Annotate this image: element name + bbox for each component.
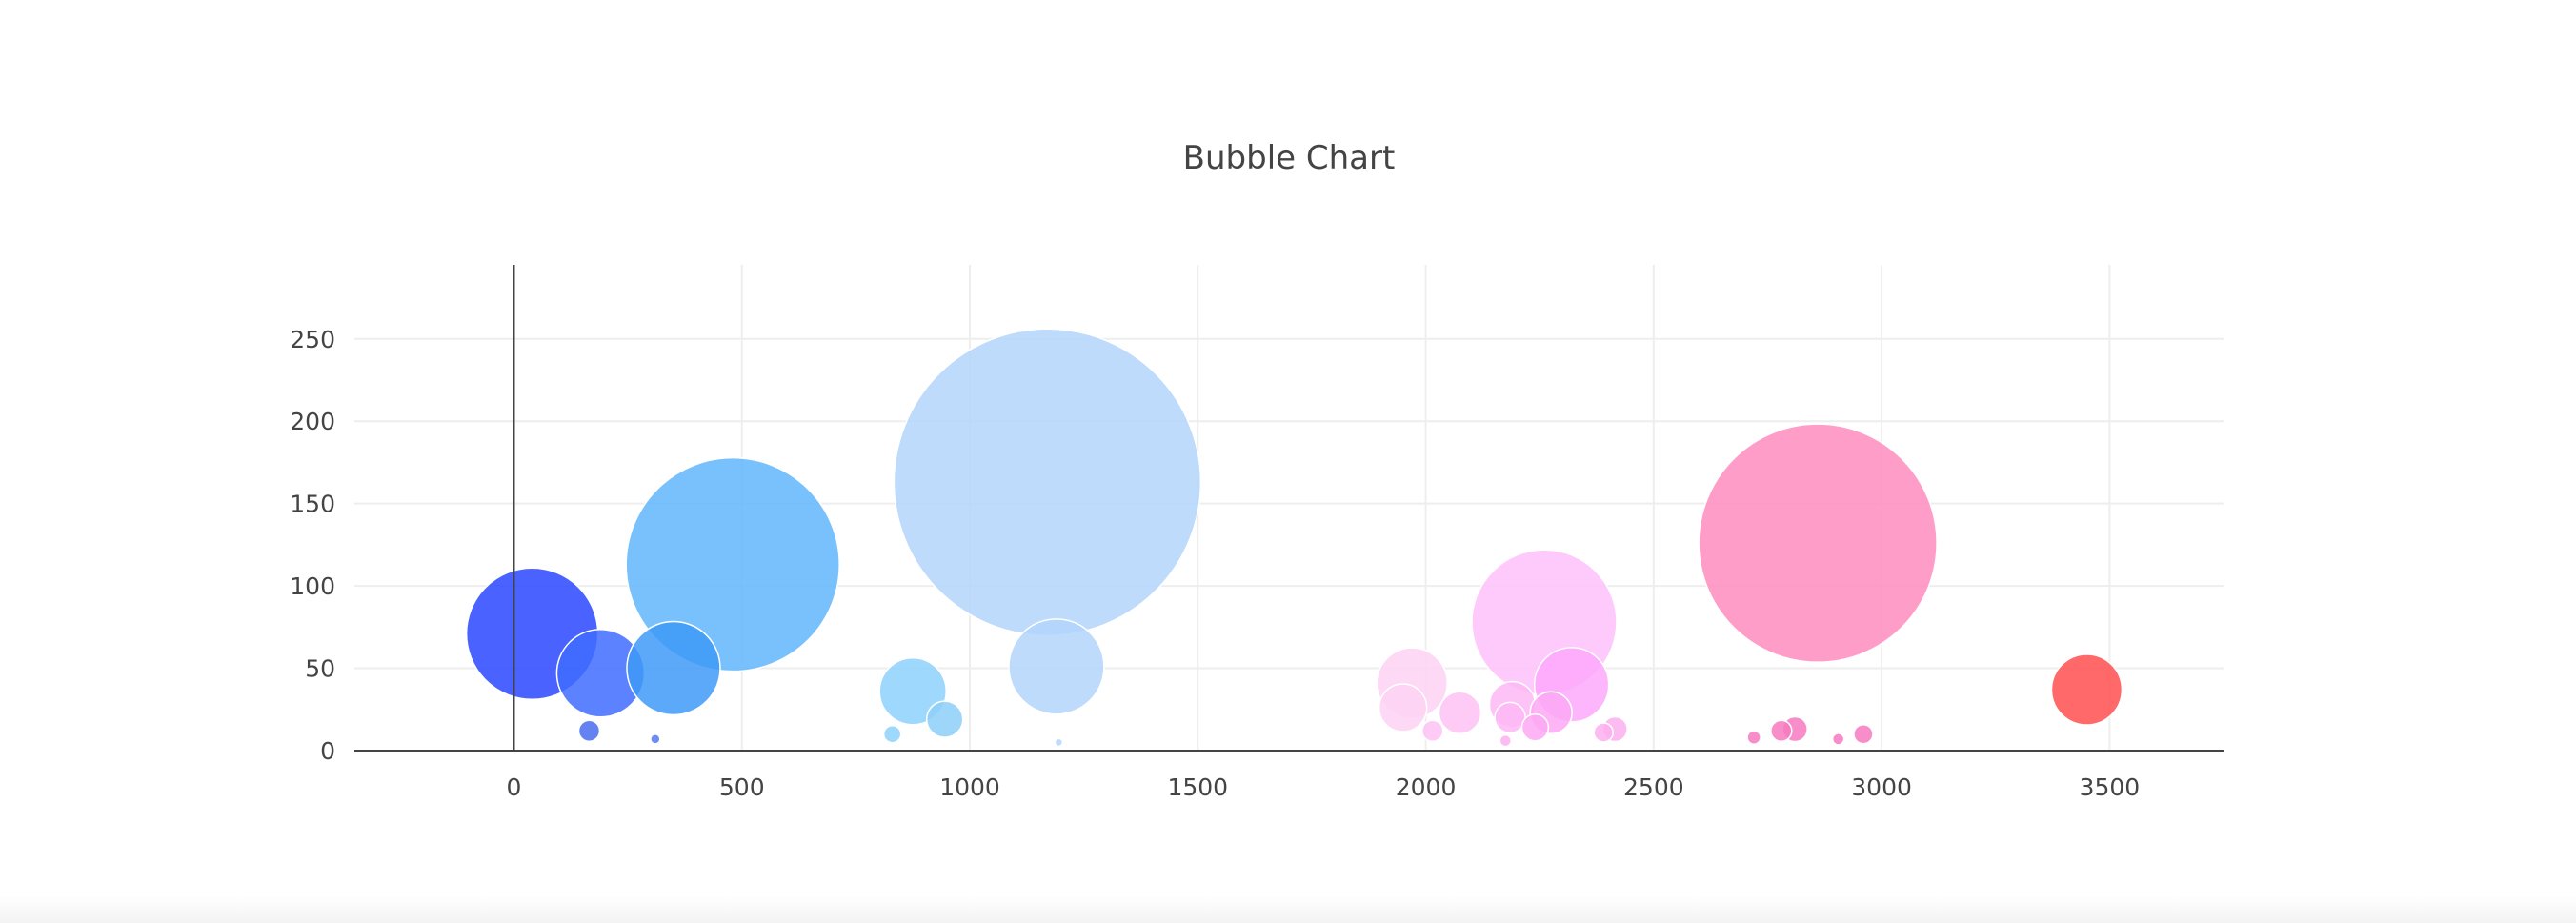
bubble-point	[893, 328, 1202, 636]
tick-labels: 0 500 1000 1500 2000 2500 3000 3500 0 50 100 150 200…	[290, 326, 2140, 801]
bubble-point	[650, 733, 661, 745]
x-tick-label: 500	[719, 773, 765, 801]
bubble-point	[2050, 653, 2123, 726]
bubble-point	[1698, 423, 1938, 663]
bubble-point	[1054, 737, 1064, 748]
axes	[354, 265, 2224, 752]
x-tick-label: 1500	[1167, 773, 1228, 801]
bubble-point	[625, 456, 840, 672]
x-tick-label: 0	[507, 773, 522, 801]
bubble-point	[1420, 719, 1444, 743]
x-tick-label: 2500	[1623, 773, 1684, 801]
bubble-point	[1520, 713, 1550, 742]
x-tick-label: 3500	[2080, 773, 2141, 801]
bubble-point	[882, 724, 902, 744]
bubble-point	[1770, 719, 1793, 743]
y-tick-label: 0	[320, 737, 335, 765]
bubble-point	[1831, 732, 1845, 746]
x-tick-label: 3000	[1851, 773, 1912, 801]
bubble-point	[626, 620, 721, 716]
bubble-point	[1494, 701, 1526, 734]
x-tick-label: 2000	[1396, 773, 1457, 801]
y-tick-label: 200	[290, 408, 335, 435]
bubble-point	[878, 657, 947, 726]
page-bottom-edge	[0, 895, 2576, 923]
bubble-point	[925, 700, 964, 738]
bubble-point	[1008, 618, 1105, 715]
chart-title: Bubble Chart	[1183, 139, 1396, 177]
x-tick-label: 1000	[939, 773, 1000, 801]
bubble-point	[1438, 691, 1482, 734]
y-tick-label: 150	[290, 491, 335, 518]
bubble-point	[1746, 730, 1761, 745]
bubble-point	[1378, 683, 1428, 732]
bubble-point	[1853, 723, 1874, 745]
y-tick-label: 50	[305, 655, 335, 683]
y-tick-label: 250	[290, 326, 335, 353]
bubble-point	[1593, 722, 1614, 743]
bubble-layer	[465, 328, 2123, 748]
bubble-point	[1499, 733, 1513, 748]
y-tick-label: 100	[290, 572, 335, 600]
bubble-point	[577, 719, 601, 743]
